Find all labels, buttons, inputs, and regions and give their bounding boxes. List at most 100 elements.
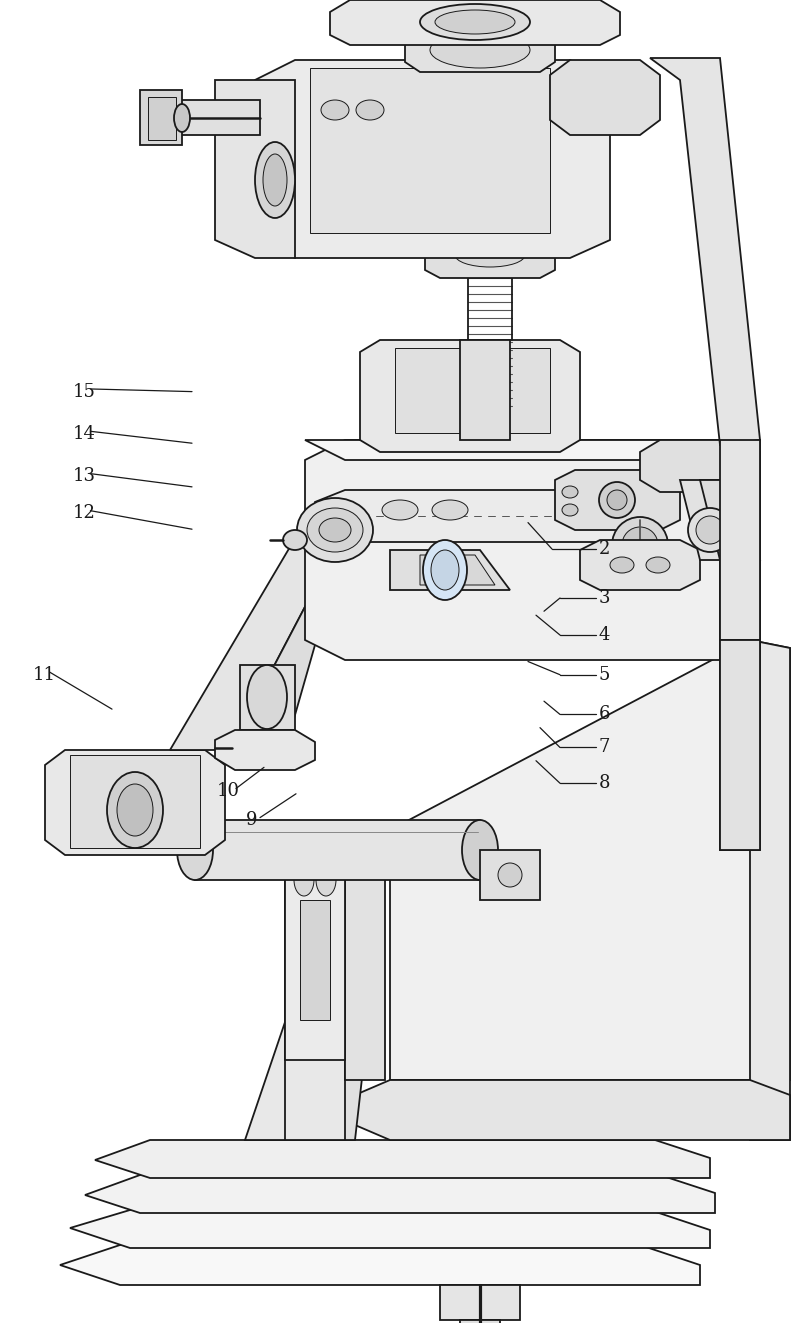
Circle shape xyxy=(607,490,627,509)
Ellipse shape xyxy=(420,4,530,40)
Polygon shape xyxy=(700,480,760,560)
Circle shape xyxy=(599,482,635,519)
Text: 11: 11 xyxy=(33,665,55,684)
Ellipse shape xyxy=(562,486,578,497)
Polygon shape xyxy=(550,60,660,135)
Polygon shape xyxy=(480,849,540,900)
Ellipse shape xyxy=(117,785,153,836)
Ellipse shape xyxy=(316,864,336,896)
Text: 8: 8 xyxy=(598,774,610,792)
Polygon shape xyxy=(330,0,620,45)
Polygon shape xyxy=(70,1211,710,1248)
Polygon shape xyxy=(255,60,610,258)
Text: 9: 9 xyxy=(246,811,258,830)
Bar xyxy=(460,1320,500,1323)
Text: 13: 13 xyxy=(73,467,95,486)
Ellipse shape xyxy=(431,550,459,590)
Ellipse shape xyxy=(307,508,363,552)
Ellipse shape xyxy=(455,243,525,267)
Polygon shape xyxy=(195,820,480,880)
Polygon shape xyxy=(680,480,740,560)
Circle shape xyxy=(696,516,724,544)
Circle shape xyxy=(612,517,668,573)
Ellipse shape xyxy=(321,101,349,120)
Ellipse shape xyxy=(435,11,515,34)
Polygon shape xyxy=(95,1140,710,1177)
Ellipse shape xyxy=(382,500,418,520)
Polygon shape xyxy=(420,556,495,585)
Bar xyxy=(148,97,176,140)
Ellipse shape xyxy=(263,153,287,206)
Polygon shape xyxy=(140,90,182,146)
Polygon shape xyxy=(70,755,200,848)
Polygon shape xyxy=(390,640,790,1080)
Text: 7: 7 xyxy=(598,738,610,757)
Text: 3: 3 xyxy=(598,589,610,607)
Polygon shape xyxy=(60,1245,700,1285)
Circle shape xyxy=(622,527,658,564)
Polygon shape xyxy=(650,58,760,445)
Polygon shape xyxy=(310,840,385,1140)
Circle shape xyxy=(688,508,732,552)
Ellipse shape xyxy=(297,497,373,562)
Polygon shape xyxy=(285,840,345,1060)
Bar xyxy=(310,67,550,233)
Text: 10: 10 xyxy=(217,782,239,800)
Polygon shape xyxy=(720,441,760,640)
Polygon shape xyxy=(355,1080,790,1140)
Ellipse shape xyxy=(432,500,468,520)
Polygon shape xyxy=(425,239,555,278)
Polygon shape xyxy=(720,640,760,849)
Polygon shape xyxy=(305,441,760,460)
Polygon shape xyxy=(720,441,760,849)
Polygon shape xyxy=(460,340,510,441)
Polygon shape xyxy=(580,540,700,590)
Polygon shape xyxy=(170,531,340,750)
Text: 4: 4 xyxy=(598,626,610,644)
Ellipse shape xyxy=(107,773,163,848)
Circle shape xyxy=(498,863,522,886)
Polygon shape xyxy=(215,79,295,258)
Polygon shape xyxy=(285,840,345,1140)
Bar xyxy=(395,348,550,433)
Text: 14: 14 xyxy=(73,425,95,443)
Polygon shape xyxy=(45,750,225,855)
Ellipse shape xyxy=(247,665,287,729)
Polygon shape xyxy=(555,470,680,531)
Ellipse shape xyxy=(462,820,498,880)
Ellipse shape xyxy=(319,519,351,542)
Ellipse shape xyxy=(255,142,295,218)
Ellipse shape xyxy=(174,105,190,132)
Ellipse shape xyxy=(478,377,502,413)
Ellipse shape xyxy=(283,531,307,550)
Ellipse shape xyxy=(356,101,384,120)
Polygon shape xyxy=(240,665,295,730)
Polygon shape xyxy=(345,840,385,1080)
Ellipse shape xyxy=(562,504,578,516)
Ellipse shape xyxy=(294,864,314,896)
Polygon shape xyxy=(215,730,315,770)
Bar xyxy=(440,1285,520,1320)
Bar xyxy=(300,900,330,1020)
Ellipse shape xyxy=(646,557,670,573)
Polygon shape xyxy=(230,540,345,750)
Polygon shape xyxy=(750,640,790,1140)
Polygon shape xyxy=(305,441,760,660)
Ellipse shape xyxy=(610,557,634,573)
Polygon shape xyxy=(360,340,580,452)
Polygon shape xyxy=(640,441,760,492)
Ellipse shape xyxy=(430,32,530,67)
Polygon shape xyxy=(405,30,555,71)
Polygon shape xyxy=(390,550,510,590)
Text: 6: 6 xyxy=(598,705,610,724)
Text: 2: 2 xyxy=(598,540,610,558)
Polygon shape xyxy=(315,490,660,542)
Ellipse shape xyxy=(177,820,213,880)
Ellipse shape xyxy=(423,540,467,601)
Text: 15: 15 xyxy=(73,382,95,401)
Polygon shape xyxy=(180,101,260,135)
Text: 12: 12 xyxy=(73,504,95,523)
Polygon shape xyxy=(85,1175,715,1213)
Text: 5: 5 xyxy=(598,665,610,684)
Polygon shape xyxy=(245,860,385,1140)
